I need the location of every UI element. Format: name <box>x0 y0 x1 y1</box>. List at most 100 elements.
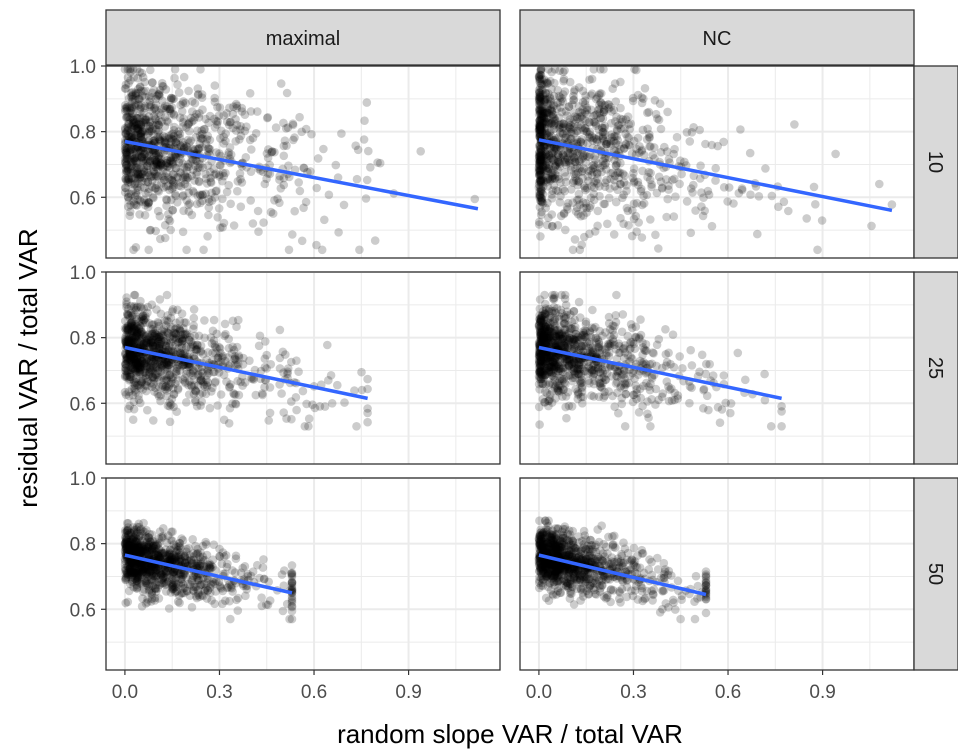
data-point <box>697 350 707 360</box>
data-point <box>129 245 138 255</box>
data-point <box>136 131 146 141</box>
data-point <box>137 68 147 78</box>
data-point <box>179 162 189 172</box>
data-point <box>206 177 215 186</box>
data-point <box>121 163 131 173</box>
data-point <box>140 101 150 111</box>
data-point <box>280 136 290 145</box>
data-point <box>588 305 597 315</box>
data-point <box>210 81 220 90</box>
data-point <box>282 414 291 423</box>
data-point <box>165 156 175 166</box>
data-point <box>604 348 614 357</box>
data-point <box>176 326 185 336</box>
data-point <box>201 189 210 199</box>
data-point <box>575 313 585 322</box>
data-point <box>162 195 172 205</box>
data-point <box>149 416 158 425</box>
data-point <box>139 195 149 204</box>
data-point <box>352 422 361 431</box>
data-point <box>603 219 612 229</box>
data-point <box>162 316 171 325</box>
data-point <box>169 402 178 412</box>
data-point <box>129 124 138 133</box>
data-point <box>156 149 165 158</box>
data-point <box>147 106 156 116</box>
data-point <box>127 102 136 112</box>
data-point <box>631 332 640 342</box>
data-point <box>289 135 298 145</box>
data-point <box>123 165 133 174</box>
data-point <box>589 133 599 143</box>
data-point <box>278 606 288 616</box>
data-point <box>362 98 372 107</box>
data-point <box>359 135 369 144</box>
data-point <box>323 340 332 350</box>
data-point <box>131 188 141 198</box>
data-point <box>131 89 141 99</box>
data-point <box>281 124 291 133</box>
data-point <box>585 75 594 84</box>
data-point <box>135 67 144 77</box>
data-point <box>887 200 897 209</box>
data-point <box>241 153 251 162</box>
data-point <box>160 233 170 243</box>
data-point <box>183 135 193 145</box>
data-point <box>135 129 145 138</box>
data-point <box>160 133 170 142</box>
data-point <box>176 100 185 110</box>
data-point <box>151 94 161 104</box>
data-point <box>551 357 560 366</box>
data-point <box>159 103 169 113</box>
data-point <box>155 154 164 163</box>
data-point <box>339 200 349 210</box>
data-point <box>663 107 672 117</box>
data-point <box>721 398 730 408</box>
data-point <box>138 126 147 136</box>
data-point <box>200 125 209 134</box>
data-point <box>188 155 198 165</box>
data-point <box>219 218 229 228</box>
data-point <box>539 151 548 161</box>
data-point <box>595 345 605 355</box>
data-point <box>774 202 783 212</box>
data-point <box>159 82 168 91</box>
data-point <box>193 84 203 93</box>
data-point <box>161 112 170 122</box>
data-point <box>586 105 596 115</box>
data-point <box>141 114 151 123</box>
data-point <box>137 100 146 109</box>
data-point <box>126 200 135 210</box>
data-point <box>127 108 137 118</box>
data-point <box>131 153 140 162</box>
data-point <box>123 102 132 112</box>
data-point <box>219 415 229 425</box>
data-point <box>685 137 695 146</box>
data-point <box>183 173 193 183</box>
data-point <box>156 161 165 171</box>
data-point <box>189 313 199 323</box>
data-point <box>306 167 315 176</box>
data-point <box>155 295 165 304</box>
data-point <box>124 79 133 88</box>
data-point <box>595 89 605 98</box>
data-point <box>362 175 372 185</box>
data-point <box>141 93 150 102</box>
data-point <box>226 199 235 209</box>
data-point <box>194 89 203 99</box>
data-point <box>125 167 134 177</box>
data-point <box>867 221 876 231</box>
data-point <box>198 163 208 172</box>
data-point <box>120 183 130 192</box>
data-point <box>215 103 225 112</box>
data-point <box>664 348 673 358</box>
data-point <box>777 422 786 431</box>
data-point <box>554 157 564 167</box>
data-point <box>595 191 604 201</box>
data-point <box>246 196 255 205</box>
data-point <box>236 131 246 141</box>
data-point <box>302 399 311 409</box>
data-point <box>167 176 177 185</box>
data-point <box>121 390 131 400</box>
data-point <box>699 384 709 394</box>
